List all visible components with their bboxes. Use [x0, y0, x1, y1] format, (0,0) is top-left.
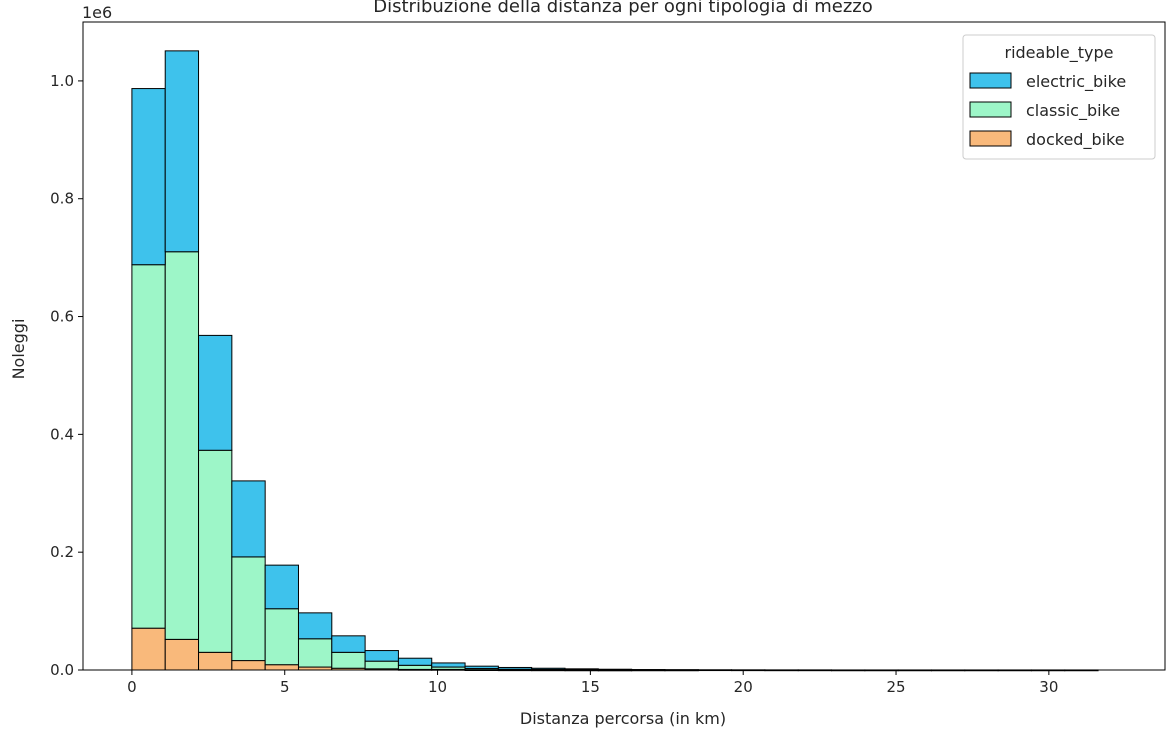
bar-electric-bike-10	[464, 665, 499, 670]
y-tick-label-0.8: 0.8	[50, 190, 74, 208]
bar-electric-bike-8	[397, 657, 433, 666]
bar-classic-bike-4	[264, 608, 299, 666]
bar-electric-bike-4	[264, 564, 299, 610]
x-tick-label-20: 20	[734, 678, 753, 696]
y-offset-text: 1e6	[82, 3, 112, 22]
bar-electric-bike-7	[364, 650, 399, 662]
x-axis-ticks: 0 5 10 15 20 25 30	[127, 670, 1058, 696]
y-axis-label: Noleggi	[9, 319, 28, 380]
bar-classic-bike-0	[131, 264, 166, 629]
plot-frame	[82, 21, 1166, 671]
bar-classic-bike-2	[198, 449, 233, 653]
bar-electric-bike-11	[497, 666, 533, 670]
bar-docked-bike-2	[198, 651, 233, 671]
y-tick-label-0.4: 0.4	[50, 425, 74, 443]
y-tick-label-0.6: 0.6	[50, 308, 74, 326]
bar-classic-bike-8	[397, 664, 433, 670]
y-tick-label-1.0: 1.0	[50, 72, 74, 90]
x-tick-label-0: 0	[127, 678, 137, 696]
bar-docked-bike-4	[264, 664, 299, 671]
legend-label-electric-bike: electric_bike	[1026, 72, 1126, 92]
chart-title: Distribuzione della distanza per ogni ti…	[373, 0, 873, 17]
bar-electric-bike-9	[431, 662, 466, 668]
y-axis-ticks: 0.0 0.2 0.4 0.6 0.8 1.0	[50, 72, 83, 679]
x-axis-label: Distanza percorsa (in km)	[520, 709, 726, 728]
legend-swatch-docked-bike	[969, 130, 1012, 147]
bar-classic-bike-3	[231, 556, 266, 662]
bar-docked-bike-3	[231, 660, 266, 671]
x-tick-label-30: 30	[1039, 678, 1058, 696]
bar-docked-bike-0	[131, 627, 166, 671]
bar-electric-bike-0	[131, 88, 166, 266]
bar-classic-bike-1	[164, 251, 200, 640]
legend-swatch-classic-bike	[969, 101, 1012, 118]
x-tick-label-10: 10	[428, 678, 447, 696]
bar-electric-bike-2	[198, 334, 233, 451]
bar-electric-bike-12	[531, 667, 566, 670]
x-tick-label-5: 5	[280, 678, 290, 696]
legend-label-docked-bike: docked_bike	[1026, 130, 1125, 150]
bar-electric-bike-3	[231, 480, 266, 558]
bar-docked-bike-1	[164, 638, 200, 671]
y-tick-label-0.2: 0.2	[50, 543, 74, 561]
bar-electric-bike-5	[297, 612, 333, 640]
bar-classic-bike-7	[364, 660, 399, 670]
bar-electric-bike-1	[164, 50, 200, 253]
bar-electric-bike-6	[331, 635, 366, 653]
y-tick-label-0.0: 0.0	[50, 661, 74, 679]
legend-entries: electric_bike classic_bike docked_bike	[969, 72, 1126, 150]
bar-classic-bike-5	[297, 638, 333, 668]
legend: rideable_type electric_bike classic_biked…	[962, 34, 1156, 160]
legend-frame	[962, 34, 1156, 160]
bar-classic-bike-6	[331, 651, 366, 669]
legend-title: rideable_type	[1004, 43, 1113, 63]
x-tick-label-25: 25	[886, 678, 905, 696]
x-tick-label-15: 15	[581, 678, 600, 696]
legend-swatch-electric-bike	[969, 72, 1012, 89]
bars-layer	[131, 50, 1099, 672]
legend-label-classic-bike: classic_bike	[1026, 101, 1120, 121]
